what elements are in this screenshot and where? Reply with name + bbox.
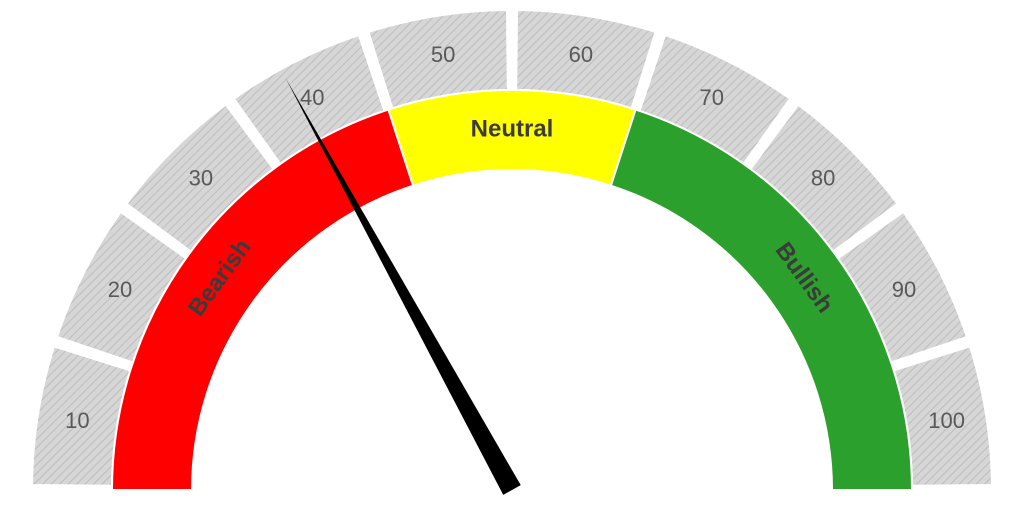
scale-label-50: 50 [431, 42, 455, 67]
scale-label-40: 40 [300, 85, 324, 110]
scale-label-100: 100 [928, 408, 965, 433]
zone-label-neutral: Neutral [471, 115, 554, 142]
scale-label-60: 60 [569, 42, 593, 67]
scale-label-10: 10 [65, 408, 89, 433]
sentiment-gauge: 102030405060708090100BearishNeutralBulli… [0, 0, 1024, 513]
scale-label-70: 70 [700, 85, 724, 110]
scale-label-30: 30 [189, 166, 213, 191]
scale-label-80: 80 [811, 166, 835, 191]
scale-label-20: 20 [108, 277, 132, 302]
scale-label-90: 90 [892, 277, 916, 302]
gauge-svg: 102030405060708090100BearishNeutralBulli… [0, 0, 1024, 513]
